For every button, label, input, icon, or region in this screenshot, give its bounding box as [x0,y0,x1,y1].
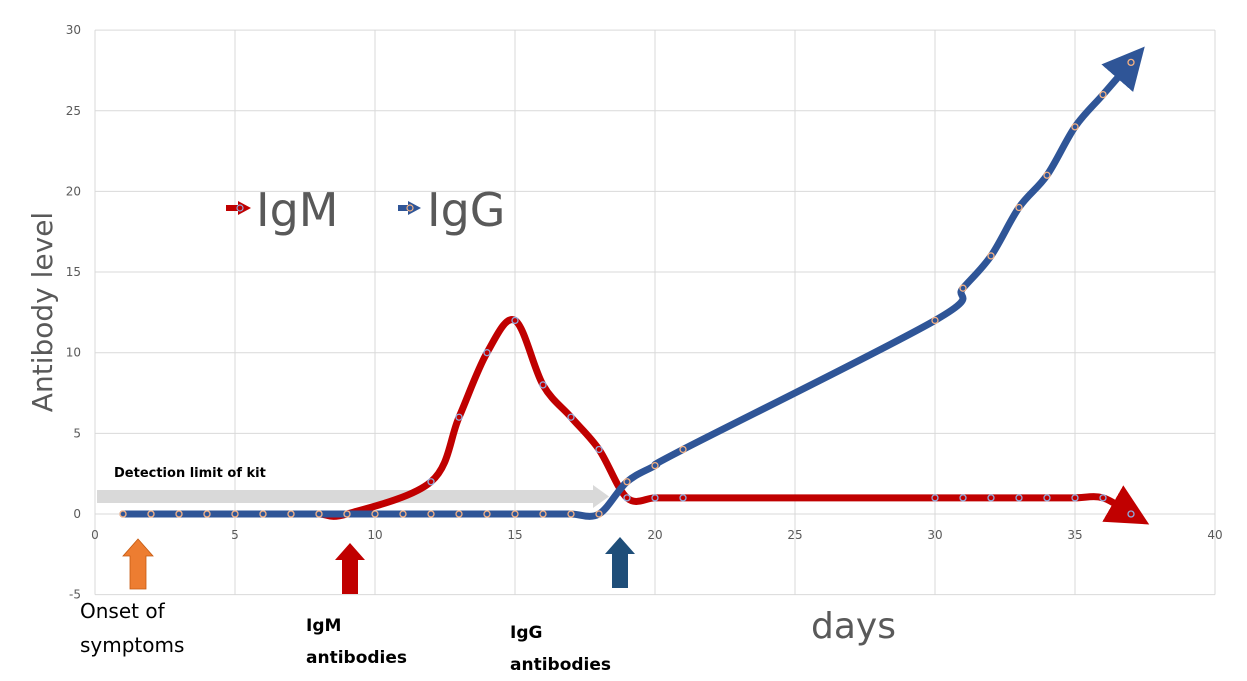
data-point [959,284,967,292]
onset-annotation: Onset of symptoms [80,594,184,662]
data-point [1015,203,1023,212]
igg-line2: antibodies [510,655,612,675]
data-point [315,510,323,518]
detection-limit-label: Detection limit of kit [114,466,266,481]
data-point [567,413,575,421]
data-point [399,510,407,518]
data-point [539,510,547,518]
data-point [483,510,491,518]
data-point [1099,494,1107,502]
legend-igm: IgM [226,183,338,237]
igg-annotation: IgG antibodies [510,617,611,681]
data-point [231,510,239,518]
x-tick-label: 25 [787,528,802,542]
detection-limit-arrow [97,485,609,508]
data-point [679,445,687,454]
x-tick-label: 0 [91,528,99,542]
markers-igm [119,316,1135,518]
data-point [147,510,155,518]
data-point [511,510,519,518]
data-point [455,510,463,518]
y-tick-label: 30 [66,23,81,37]
y-tick-label: 5 [73,426,81,440]
data-point [595,445,603,454]
data-point [1043,171,1051,179]
data-point [371,510,379,518]
onset-line1: Onset of [80,599,165,623]
legend-igm-label: IgM [256,183,338,237]
data-point [511,316,519,325]
data-point [1127,510,1135,518]
data-point [1043,494,1051,502]
y-tick-label: 0 [73,507,81,521]
data-point [651,461,659,470]
onset-line2: symptoms [80,633,185,657]
data-point [1015,494,1023,502]
igm-detect-arrow-icon [335,543,365,594]
data-point [455,413,463,421]
y-tick-label: -5 [69,588,81,602]
igm-line2: antibodies [306,648,408,668]
x-tick-label: 5 [231,528,239,542]
data-point [1071,123,1079,131]
data-point [203,510,211,518]
legend-igg: IgG [398,183,505,237]
data-point [119,510,127,518]
data-point [931,316,939,325]
igm-arrow-icon [238,201,251,215]
y-tick-label: 10 [66,346,81,360]
data-point [567,510,575,518]
onset-arrow-icon [122,538,154,590]
series-igg [119,46,1145,520]
data-point [987,252,995,260]
igg-arrow-icon [408,201,421,215]
data-point [539,381,547,389]
y-tick-label: 20 [66,184,81,198]
igg-detect-arrow-icon [605,537,635,588]
x-tick-label: 15 [507,528,522,542]
y-axis-title: Antibody level [26,212,59,412]
markers-igg [119,58,1135,518]
data-point [1127,58,1135,67]
y-tick-label: 15 [66,265,81,279]
igm-line1: IgM [306,616,342,636]
data-point [287,510,295,518]
data-point [175,510,183,518]
y-tick-label: 25 [66,104,81,118]
x-axis-title: days [811,606,896,647]
gridlines [94,29,1216,596]
data-point [679,494,687,502]
x-tick-label: 10 [367,528,382,542]
x-tick-label: 20 [647,528,662,542]
igm-annotation: IgM antibodies [306,610,407,674]
data-point [959,494,967,502]
data-point [343,510,351,518]
data-point [483,349,491,357]
data-point [1071,494,1079,502]
data-point [427,478,435,486]
data-point [987,494,995,502]
series-lines [119,46,1150,525]
data-point [595,510,603,518]
legend-igg-label: IgG [427,183,505,237]
data-point [259,510,267,518]
data-point [623,494,631,502]
data-point [427,510,435,518]
data-point [931,494,939,502]
data-point [623,478,631,486]
x-tick-label: 40 [1207,528,1222,542]
x-tick-label: 30 [927,528,942,542]
axis-ticks: 0 5 10 15 20 25 30 35 40 -5 0 5 10 15 20 25 30 [66,23,1223,602]
data-point [651,494,659,502]
x-tick-label: 35 [1067,528,1082,542]
data-point [1099,90,1107,99]
legend: IgM IgG [226,183,505,237]
series-igm [119,316,1150,525]
igg-line1: IgG [510,623,543,643]
